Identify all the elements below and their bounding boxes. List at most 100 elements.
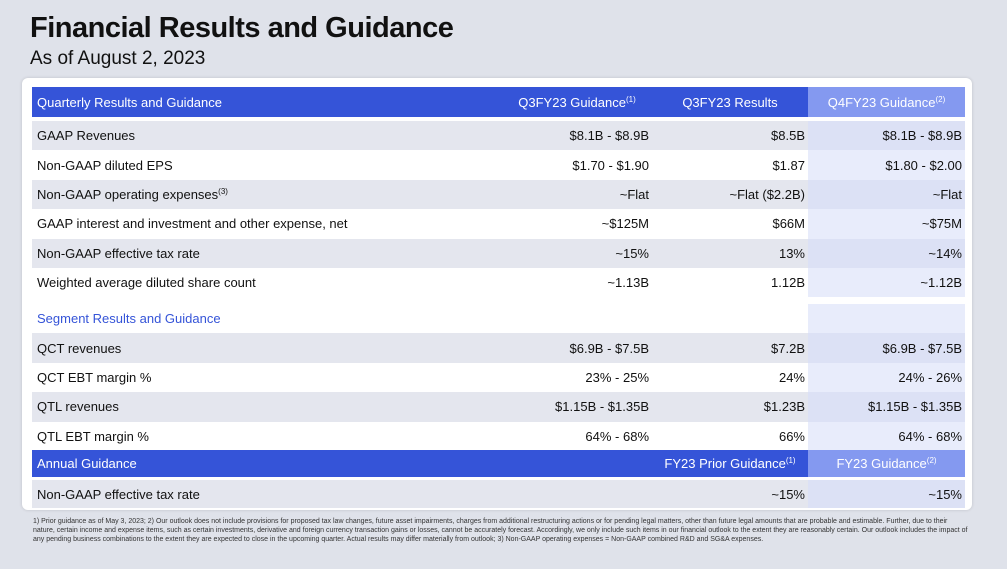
cell-text: 24% - 26% — [898, 369, 962, 385]
cell-text: ~Flat — [619, 186, 649, 202]
cell-text: Weighted average diluted share count — [37, 275, 256, 291]
cell-text: $1.23B — [763, 399, 805, 415]
cell-text: ~14% — [928, 245, 962, 261]
cell-text: QTL revenues — [37, 399, 119, 415]
table-cell: $1.23B — [652, 392, 808, 422]
cell-text: $6.9B - $7.5B — [569, 340, 650, 356]
table-cell: $1.15B - $1.35B — [502, 392, 652, 422]
cell-text: 64% - 68% — [585, 428, 649, 444]
note-ref: (2) — [935, 94, 946, 104]
cell-text: 13% — [778, 245, 805, 261]
cell-text: Q3FY23 Results — [682, 94, 778, 110]
cell-text: 24% — [778, 369, 805, 385]
table-cell: $8.1B - $8.9B — [502, 121, 652, 151]
cell-text: Non-GAAP effective tax rate — [37, 486, 200, 502]
section-title: Segment Results and Guidance — [32, 304, 808, 334]
cell-text: $6.9B - $7.5B — [882, 340, 963, 356]
table-cell: Non-GAAP effective tax rate — [32, 480, 502, 508]
table-cell: 64% - 68% — [808, 421, 965, 451]
cell-text: FY23 Prior Guidance — [664, 456, 786, 471]
table-cell — [502, 480, 652, 508]
header-cell — [502, 450, 652, 477]
cell-text: QCT revenues — [37, 340, 122, 356]
table-cell: ~14% — [808, 238, 965, 268]
cell-text: Quarterly Results and Guidance — [37, 94, 222, 110]
table-cell: ~Flat ($2.2B) — [652, 179, 808, 210]
table-cell: 24% — [652, 362, 808, 393]
table-cell: 23% - 25% — [502, 362, 652, 393]
cell-text: $8.5B — [771, 128, 805, 144]
table-cell: ~15% — [808, 480, 965, 508]
table-cell: ~Flat — [502, 179, 652, 210]
table-cell: Non-GAAP diluted EPS — [32, 150, 502, 180]
table-cell: $7.2B — [652, 333, 808, 363]
table-cell: ~15% — [502, 238, 652, 268]
table-cell: ~1.12B — [808, 268, 965, 298]
cell-text: 23% - 25% — [585, 369, 649, 385]
cell-text: ~1.12B — [920, 275, 962, 291]
table-cell: 1.12B — [652, 268, 808, 298]
cell-text: ~$75M — [921, 216, 962, 232]
cell-text: Q3FY23 Guidance — [518, 94, 626, 110]
cell-text: ~15% — [771, 486, 805, 502]
table-cell: Non-GAAP effective tax rate — [32, 238, 502, 268]
header-cell: FY23 Prior Guidance (1) — [652, 450, 808, 477]
table-cell: $6.9B - $7.5B — [502, 333, 652, 363]
table-cell: $8.5B — [652, 121, 808, 151]
cell-text: ~Flat — [932, 186, 962, 202]
cell-text: $7.2B — [771, 340, 805, 356]
cell-text: 1.12B — [771, 275, 805, 291]
table-cell: GAAP interest and investment and other e… — [32, 209, 502, 239]
cell-text: Annual Guidance — [37, 456, 137, 471]
footnote: 1) Prior guidance as of May 3, 2023; 2) … — [33, 518, 968, 543]
table-cell: ~15% — [652, 480, 808, 508]
cell-text: QCT EBT margin % — [37, 369, 152, 385]
header-cell: Q3FY23 Guidance (1) — [502, 87, 652, 117]
cell-text: 66% — [778, 428, 805, 444]
table-cell: 66% — [652, 421, 808, 451]
header-cell: Annual Guidance — [32, 450, 502, 477]
cell-text: $1.15B - $1.35B — [868, 399, 962, 415]
cell-text: Non-GAAP diluted EPS — [37, 157, 173, 173]
cell-text: GAAP interest and investment and other e… — [37, 216, 348, 232]
title: Financial Results and Guidance — [30, 12, 454, 44]
cell-text: ~15% — [928, 486, 962, 502]
table-cell: Non-GAAP operating expenses (3) — [32, 179, 502, 210]
table-cell: 13% — [652, 238, 808, 268]
table-cell: $1.80 - $2.00 — [808, 150, 965, 180]
cell-text: ~1.13B — [607, 275, 649, 291]
note-ref: (2) — [926, 456, 937, 465]
table-cell: $1.87 — [652, 150, 808, 180]
table-cell: $6.9B - $7.5B — [808, 333, 965, 363]
table-cell: ~$75M — [808, 209, 965, 239]
table-cell: ~Flat — [808, 179, 965, 210]
cell-text: ~$125M — [601, 216, 649, 232]
cell-text: $1.70 - $1.90 — [572, 157, 649, 173]
cell-text: ~Flat ($2.2B) — [729, 186, 805, 202]
table-cell: QTL EBT margin % — [32, 421, 502, 451]
header-cell: Q4FY23 Guidance (2) — [808, 87, 965, 117]
cell-text: $1.87 — [772, 157, 805, 173]
cell-text: QTL EBT margin % — [37, 428, 149, 444]
header-cell: FY23 Guidance (2) — [808, 450, 965, 477]
column-tint — [808, 304, 965, 334]
table-cell: ~$125M — [502, 209, 652, 239]
cell-text: Non-GAAP effective tax rate — [37, 245, 200, 261]
cell-text: $66M — [772, 216, 805, 232]
table-cell: Weighted average diluted share count — [32, 268, 502, 298]
table-cell: QCT EBT margin % — [32, 362, 502, 393]
table-cell: QTL revenues — [32, 392, 502, 422]
cell-text: FY23 Guidance — [836, 456, 927, 471]
cell-text: $1.15B - $1.35B — [555, 399, 649, 415]
table-cell: $1.70 - $1.90 — [502, 150, 652, 180]
cell-text: $8.1B - $8.9B — [882, 128, 963, 144]
cell-text: $1.80 - $2.00 — [885, 157, 962, 173]
table-cell: 64% - 68% — [502, 421, 652, 451]
cell-text: 64% - 68% — [898, 428, 962, 444]
note-ref: (1) — [785, 456, 796, 465]
cell-text: $8.1B - $8.9B — [569, 128, 650, 144]
table-cell: $66M — [652, 209, 808, 239]
subtitle: As of August 2, 2023 — [30, 48, 206, 69]
table-cell: $8.1B - $8.9B — [808, 121, 965, 151]
